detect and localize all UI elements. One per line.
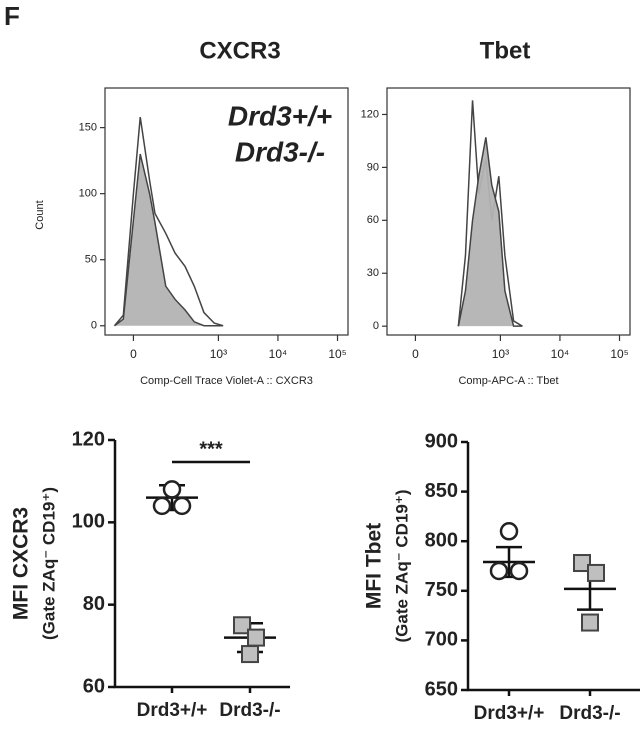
data-point [152,496,172,516]
y-tick-label: 0 [91,320,97,332]
panel-label: F [4,1,20,31]
y-tick-label: 100 [79,188,97,200]
x-axis-label: Comp-Cell Trace Violet-A :: CXCR3 [140,375,313,387]
x-tick-label: 10³ [210,347,227,361]
data-point [499,522,519,541]
x-tick-label: Drd3+/+ [474,703,545,724]
x-tick-label: 0 [130,347,137,361]
x-tick-label: 10⁴ [269,347,288,361]
histogram-curve [114,153,224,327]
data-point [509,561,529,581]
y-tick-label: 150 [79,122,97,134]
y-tick-label: 650 [425,678,458,700]
legend-entry: Drd3+/+ [228,100,332,131]
y-axis-label: Count [34,200,46,229]
significance-label: *** [199,438,223,460]
x-tick-label: Drd3-/- [559,703,620,724]
data-point [573,554,591,573]
y-tick-label: 750 [425,579,458,601]
y-tick-label: 850 [425,480,458,502]
chart-title: CXCR3 [199,37,280,64]
data-point [172,496,192,516]
y-tick-label: 90 [367,161,379,173]
data-point [247,628,265,647]
x-axis-label: Comp-APC-A :: Tbet [458,375,558,387]
data-point [581,613,599,632]
y-tick-label: 80 [83,593,105,615]
y-tick-label: 50 [85,254,97,266]
data-point [489,561,509,581]
x-tick-label: Drd3+/+ [137,700,208,721]
histogram-curve [457,137,523,327]
chart-title: Tbet [480,37,531,64]
plot-frame [386,87,631,336]
y-tick-label: 60 [367,214,379,226]
x-tick-label: 10⁵ [610,347,628,361]
x-tick-label: 0 [412,347,419,361]
plot-frame [104,87,349,336]
x-tick-label: 10⁴ [551,347,570,361]
data-point [587,563,605,582]
legend-entry: Drd3-/- [235,136,325,167]
data-point [233,616,251,635]
x-tick-label: 10⁵ [328,347,346,361]
y-tick-label: 800 [425,529,458,551]
y-tick-label: 60 [83,675,105,697]
y-axis-label: (Gate ZAq⁻ CD19⁺) [392,489,411,642]
data-point [162,480,182,499]
x-tick-label: Drd3-/- [219,700,280,721]
y-tick-label: 700 [425,629,458,651]
y-tick-label: 0 [373,320,379,332]
y-axis-label: (Gate ZAq⁻ CD19⁺) [39,487,58,640]
y-tick-label: 100 [72,511,105,533]
y-tick-label: 30 [367,267,379,279]
y-tick-label: 120 [361,108,379,120]
y-axis-label: MFI CXCR3 [10,507,33,620]
y-axis-label: MFI Tbet [363,523,386,609]
y-tick-label: 900 [425,430,458,452]
axes [113,440,290,689]
data-point [241,645,259,664]
x-tick-label: 10³ [492,347,509,361]
y-tick-label: 120 [72,428,105,450]
